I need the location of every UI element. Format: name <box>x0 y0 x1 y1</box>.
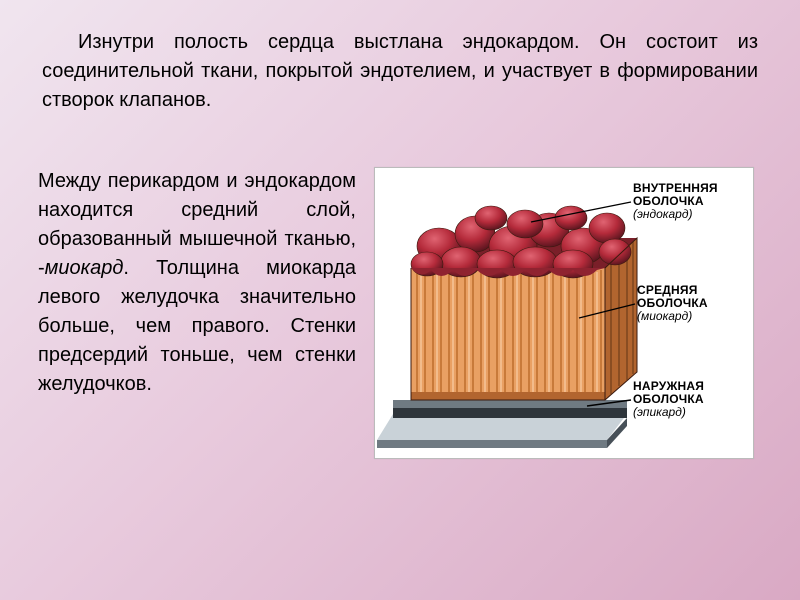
label-outer-sub: (эпикард) <box>633 406 704 419</box>
label-middle-main: СРЕДНЯЯОБОЛОЧКА <box>637 284 708 310</box>
label-middle-sub: (миокард) <box>637 310 708 323</box>
heart-wall-figure: ВНУТРЕННЯЯОБОЛОЧКА (эндокард) СРЕДНЯЯОБО… <box>374 167 754 459</box>
para-italic: миокард <box>45 257 124 279</box>
label-inner-sub: (эндокард) <box>633 208 718 221</box>
lower-row: Между перикардом и эндокардом находится … <box>0 139 800 459</box>
label-inner-main: ВНУТРЕННЯЯОБОЛОЧКА <box>633 182 718 208</box>
myocardium-paragraph: Между перикардом и эндокардом находится … <box>38 167 356 399</box>
label-outer-main: НАРУЖНАЯОБОЛОЧКА <box>633 380 704 406</box>
intro-paragraph: Изнутри полость сердца выстлана эндокард… <box>0 0 800 139</box>
label-outer: НАРУЖНАЯОБОЛОЧКА (эпикард) <box>633 380 704 419</box>
label-middle: СРЕДНЯЯОБОЛОЧКА (миокард) <box>637 284 708 323</box>
label-inner: ВНУТРЕННЯЯОБОЛОЧКА (эндокард) <box>633 182 718 221</box>
